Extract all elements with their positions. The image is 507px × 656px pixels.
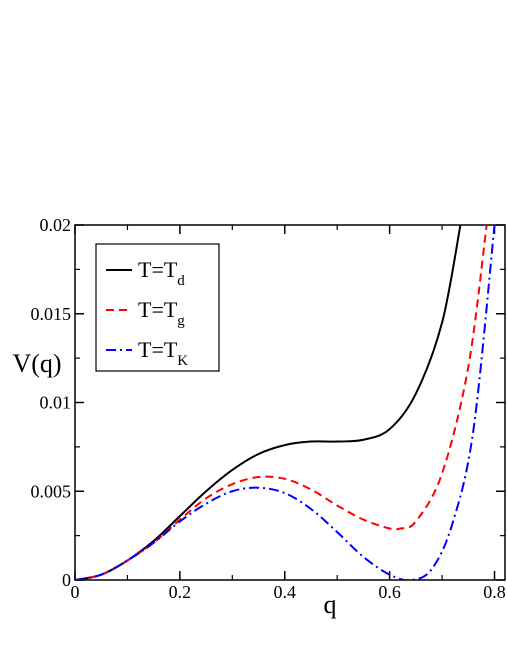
series-lines	[75, 225, 496, 580]
x-tick-label: 0.4	[274, 582, 297, 602]
legend: T=TdT=TgT=TK	[95, 243, 220, 372]
x-tick-label: 0.2	[169, 582, 192, 602]
x-tick-label: 0	[71, 582, 80, 602]
series-line-g	[75, 225, 488, 580]
axes: 0 0.2 0.4 0.6 0.8 0 0.005 0.01 0.015 0.02	[31, 215, 506, 602]
y-tick-label: 0.015	[31, 304, 72, 324]
series-line-K	[75, 225, 496, 580]
x-axis-label: q	[324, 590, 337, 619]
y-tick-label: 0.02	[40, 215, 72, 235]
x-tick-label: 0.6	[378, 582, 401, 602]
x-tick-label: 0.8	[483, 582, 506, 602]
y-tick-label: 0.01	[40, 393, 72, 413]
legend-box	[95, 243, 220, 372]
y-axis-label: V(q)	[12, 349, 61, 378]
y-tick-label: 0	[62, 570, 71, 590]
y-tick-label: 0.005	[31, 481, 72, 501]
